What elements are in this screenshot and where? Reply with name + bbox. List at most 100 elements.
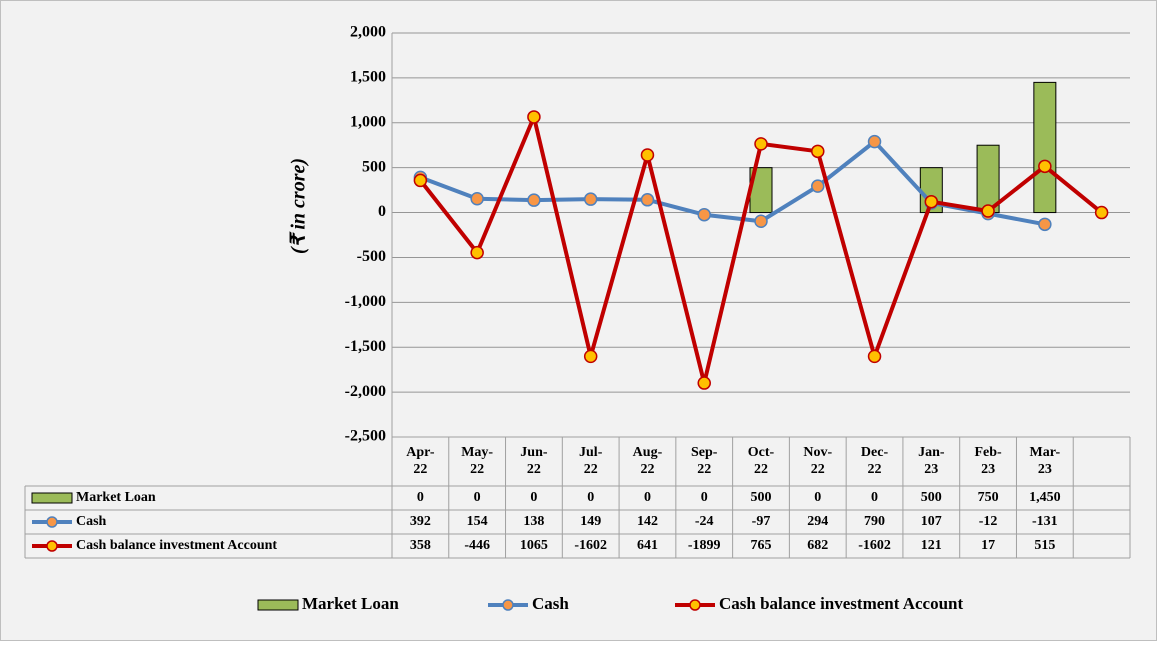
point (527, 193, 541, 207)
y-tick-label: -2,500 (345, 428, 386, 445)
point (754, 214, 768, 229)
table-cell: 500 (921, 490, 942, 505)
x-tick-label-line: 22 (527, 462, 541, 477)
x-tick-label: Mar- 23 (1030, 445, 1061, 477)
legend-icon (689, 599, 701, 611)
table-cell: 392 (410, 514, 431, 529)
x-tick-label-line: Jan- (918, 445, 945, 460)
table-cell: 0 (644, 490, 651, 505)
table-cell: 790 (864, 514, 885, 529)
y-tick-label: 500 (362, 158, 386, 175)
x-tick-label-line: 23 (1038, 462, 1052, 477)
table-cell: -97 (752, 514, 771, 529)
x-tick-label-line: 22 (811, 462, 825, 477)
x-tick-label-line: 22 (754, 462, 768, 477)
table-cell: -12 (979, 514, 998, 529)
point (981, 204, 995, 218)
point (583, 192, 598, 206)
table-cell: 121 (921, 538, 942, 553)
point (470, 245, 484, 260)
point (1094, 205, 1109, 220)
table-cell: 0 (871, 490, 878, 505)
x-tick-label-line: Apr- (406, 445, 435, 460)
point (583, 349, 598, 364)
point (697, 207, 711, 222)
table-cell: 0 (701, 490, 708, 505)
table-cell: -131 (1032, 514, 1058, 529)
x-tick-label-line: Mar- (1030, 445, 1061, 460)
point (697, 376, 711, 390)
table-cell: 0 (587, 490, 594, 505)
x-tick-label-line: Oct- (748, 445, 775, 460)
x-tick-label-line: 22 (584, 462, 598, 477)
x-tick-label-line: 23 (981, 462, 995, 477)
point (1038, 217, 1052, 232)
y-axis-label: (₹ in crore) (288, 158, 310, 254)
point (811, 144, 825, 159)
x-tick-label-line: 22 (640, 462, 654, 477)
x-tick-label: Feb- 23 (974, 445, 1002, 477)
table-cell: -446 (464, 538, 490, 553)
point (640, 148, 655, 162)
table-legend-icon (46, 516, 58, 528)
x-tick-label: Jan- 23 (918, 445, 945, 477)
y-tick-label: -1,500 (345, 338, 386, 355)
point (754, 137, 768, 151)
table-cell: 0 (814, 490, 821, 505)
legend-label: Cash balance investment Account (719, 594, 963, 613)
table-cell: -1602 (858, 538, 891, 553)
x-tick-label-line: Jul- (579, 445, 603, 460)
table-cell: 750 (978, 490, 999, 505)
x-tick-label: Dec- 22 (861, 445, 889, 477)
y-tick-label: 2,000 (350, 24, 386, 41)
bar (1033, 81, 1057, 214)
table-cell: 641 (637, 538, 658, 553)
point (867, 134, 882, 149)
legend-label: Cash (532, 594, 569, 613)
point (527, 110, 541, 124)
x-tick-label: May- 22 (461, 445, 493, 477)
legend-icon (502, 599, 514, 611)
point (413, 173, 428, 188)
x-tick-label: Apr- 22 (406, 445, 435, 477)
table-cell: -1899 (688, 538, 721, 553)
x-tick-label: Sep- 22 (691, 445, 718, 477)
table-cell: 500 (751, 490, 772, 505)
table-cell: 1065 (520, 538, 548, 553)
table-cell: 682 (807, 538, 828, 553)
table-row-label: Cash balance investment Account (76, 538, 277, 553)
x-tick-label-line: Sep- (691, 445, 718, 460)
point (1038, 159, 1052, 174)
y-tick-label: -1,000 (345, 293, 386, 310)
y-tick-label: 1,000 (350, 113, 386, 130)
point (924, 194, 939, 209)
x-tick-label-line: Jun- (520, 445, 548, 460)
table-cell: 17 (981, 538, 995, 553)
x-tick-label: Nov- 22 (803, 445, 832, 477)
table-cell: 154 (467, 514, 488, 529)
table-cell: 138 (523, 514, 544, 529)
table-cell: 149 (580, 514, 601, 529)
x-tick-label-line: 22 (868, 462, 882, 477)
table-cell: -1602 (574, 538, 607, 553)
table-cell: 765 (751, 538, 772, 553)
table-cell: 515 (1034, 538, 1055, 553)
legend-label: Market Loan (302, 594, 399, 613)
y-tick-label: -2,000 (345, 383, 386, 400)
x-tick-label-line: Feb- (974, 445, 1002, 460)
x-tick-label-line: Dec- (861, 445, 889, 460)
x-tick-label-line: 22 (413, 462, 427, 477)
x-tick-label: Jun- 22 (520, 445, 548, 477)
y-tick-label: -500 (357, 248, 386, 265)
x-tick-label-line: Nov- (803, 445, 832, 460)
table-cell: 0 (474, 490, 481, 505)
x-tick-label-line: Aug- (633, 445, 663, 460)
table-legend-icon (31, 492, 73, 504)
point (640, 193, 655, 207)
x-tick-label-line: 22 (470, 462, 484, 477)
point (811, 179, 825, 193)
x-tick-label: Aug- 22 (633, 445, 663, 477)
y-tick-label: 1,500 (350, 69, 386, 86)
table-cell: 107 (921, 514, 942, 529)
